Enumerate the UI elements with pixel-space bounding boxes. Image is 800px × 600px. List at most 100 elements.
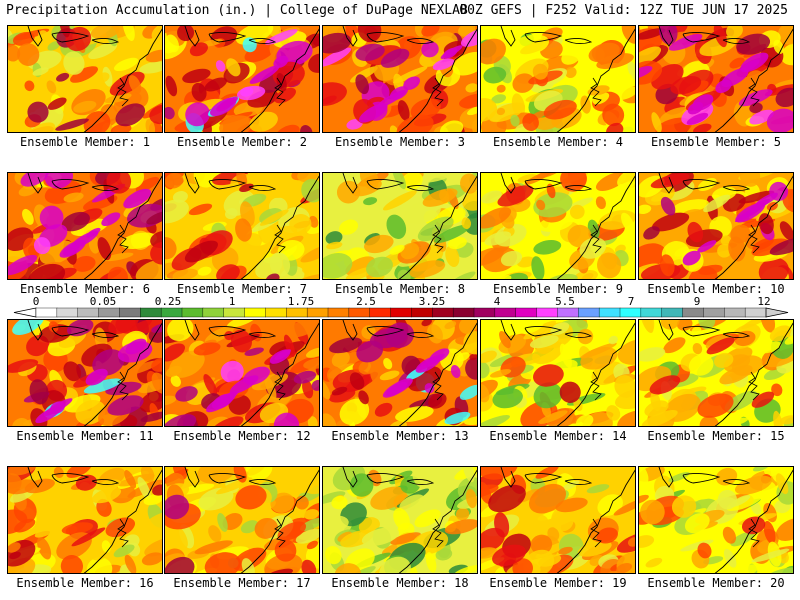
precip-contour: [96, 498, 112, 517]
precip-contour: [8, 71, 26, 97]
precip-contour: [465, 83, 477, 93]
precip-contour: [686, 112, 709, 125]
colorbar-graphic: [13, 307, 789, 318]
precip-contour: [56, 72, 70, 82]
ensemble-member-caption: Ensemble Member: 18: [331, 576, 469, 590]
precip-contour: [290, 477, 316, 494]
precip-contour: [400, 173, 423, 191]
chesapeake-bay-outline: [274, 77, 286, 107]
precip-field: [481, 26, 635, 132]
precip-contour: [546, 183, 556, 199]
precip-contour: [697, 542, 712, 559]
great-lakes-outline: [184, 320, 277, 341]
precip-contour: [311, 379, 319, 391]
precip-contour: [481, 481, 492, 504]
precip-contour: [720, 235, 732, 246]
precip-contour: [536, 173, 561, 179]
precip-contour: [727, 564, 759, 573]
precip-contour: [356, 340, 384, 363]
precip-field: [8, 173, 162, 279]
precip-contour: [203, 374, 218, 397]
precip-contour: [117, 473, 155, 487]
great-lakes-outline: [184, 467, 277, 488]
precip-contour: [564, 66, 577, 78]
precip-contour: [33, 237, 51, 255]
colorbar-tick-label: 2.5: [356, 295, 376, 308]
precip-contour: [738, 89, 773, 107]
precip-contour: [14, 518, 36, 533]
precip-contour: [741, 516, 766, 535]
precip-contour: [73, 100, 97, 113]
precip-contour: [165, 106, 175, 120]
precip-contour: [274, 539, 297, 562]
precip-contour: [141, 552, 162, 566]
precip-contour: [22, 208, 34, 225]
precip-contour: [137, 476, 151, 501]
precip-field: [165, 173, 319, 279]
coastline: [83, 469, 162, 573]
precip-contour: [389, 244, 405, 255]
precip-contour: [55, 118, 89, 131]
precip-contour: [386, 214, 407, 239]
precip-contour: [141, 510, 162, 532]
precip-contour: [345, 256, 376, 276]
precip-field: [8, 26, 162, 132]
precip-contour: [124, 554, 137, 573]
great-lakes-outline: [27, 26, 120, 47]
ensemble-member-caption: Ensemble Member: 16: [16, 576, 154, 590]
precip-contour: [769, 325, 792, 342]
precip-contour: [32, 67, 49, 76]
great-lakes-outline: [500, 320, 593, 341]
precip-contour: [8, 44, 21, 62]
coastline: [714, 28, 793, 132]
coastline: [83, 322, 162, 426]
precip-contour: [151, 372, 162, 394]
precip-contour: [91, 487, 122, 504]
heavy-precip-band: [417, 353, 445, 371]
chesapeake-bay-outline: [117, 77, 129, 107]
precip-contour: [538, 410, 568, 424]
precip-contour: [533, 382, 563, 409]
precip-contour: [265, 273, 280, 279]
precip-contour: [370, 486, 407, 510]
precip-contour: [165, 414, 197, 426]
colorbar-swatch: [515, 307, 538, 318]
precip-contour: [277, 521, 307, 541]
heavy-precip-band: [209, 97, 237, 117]
precip-contour: [766, 108, 793, 132]
ensemble-member-caption: Ensemble Member: 19: [489, 576, 627, 590]
colorbar-tick-label: 0.25: [154, 295, 182, 308]
precip-field: [323, 467, 477, 573]
colorbar-swatch: [77, 307, 100, 318]
precip-field: [481, 320, 635, 426]
precip-contour: [177, 26, 195, 42]
precip-contour: [668, 34, 703, 51]
precip-contour: [12, 320, 44, 336]
precip-contour: [462, 467, 475, 483]
precip-contour: [382, 190, 417, 211]
precip-contour: [242, 37, 257, 53]
chesapeake-bay-outline: [590, 371, 602, 401]
precip-contour: [151, 323, 162, 333]
precip-contour: [464, 212, 477, 235]
precip-contour: [738, 190, 775, 204]
precip-contour: [336, 180, 361, 204]
precip-contour: [639, 243, 667, 269]
precip-contour: [244, 347, 264, 356]
ensemble-member-caption: Ensemble Member: 12: [173, 429, 311, 443]
precip-contour: [146, 210, 162, 225]
precip-contour: [459, 93, 477, 109]
precip-contour: [639, 467, 649, 484]
precip-contour: [533, 192, 573, 218]
precip-contour: [739, 173, 761, 187]
heavy-precip-band: [123, 188, 152, 209]
precip-contour: [465, 357, 477, 380]
precip-contour: [165, 556, 195, 573]
precip-contour: [547, 527, 560, 542]
precip-contour: [197, 266, 212, 276]
heavy-precip-band: [229, 375, 259, 394]
precip-contour: [481, 98, 498, 122]
precip-contour: [483, 66, 507, 84]
precip-contour: [115, 103, 146, 127]
precip-contour: [122, 26, 135, 41]
